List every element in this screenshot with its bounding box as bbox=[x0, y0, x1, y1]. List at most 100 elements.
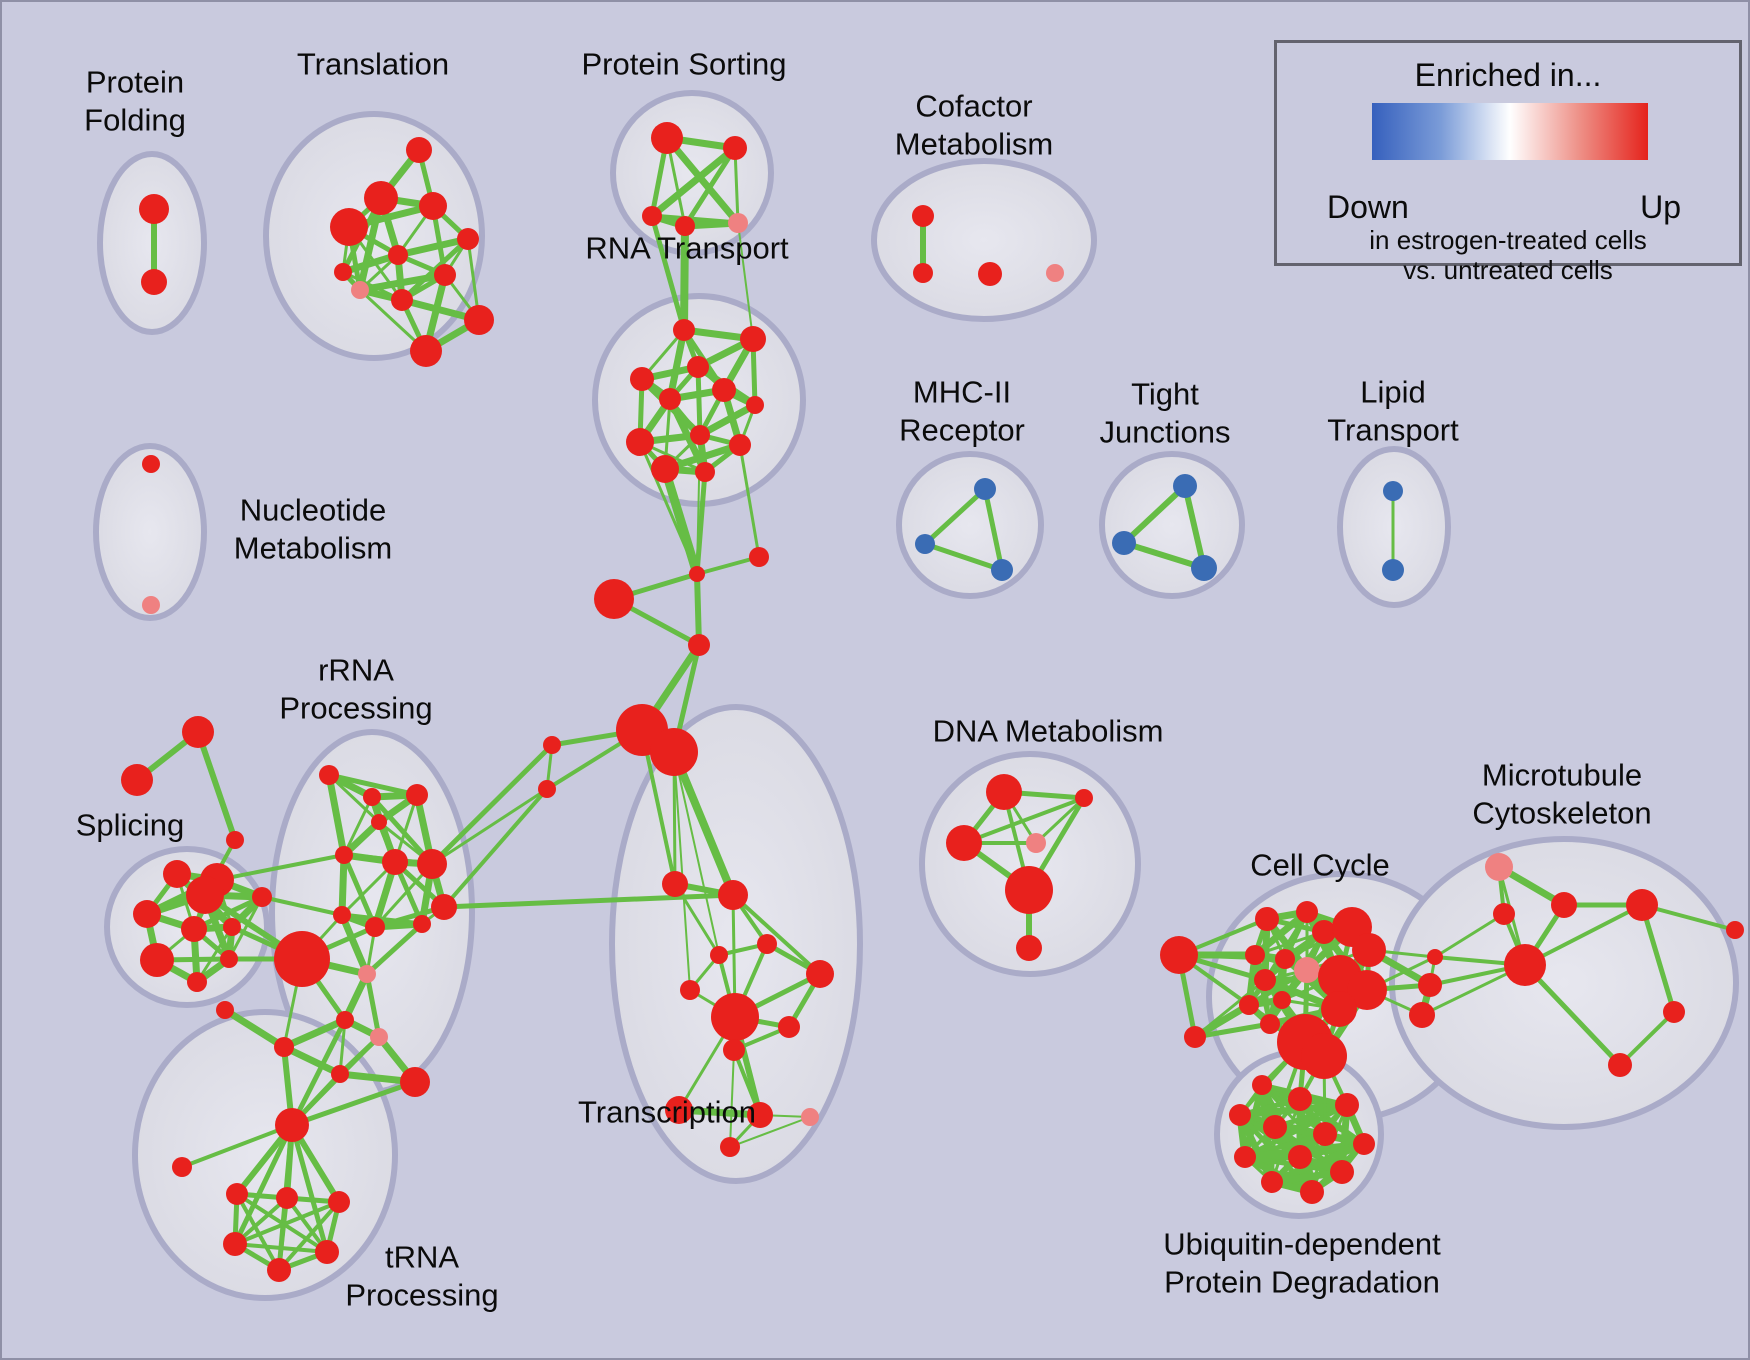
cluster-label-mhc-ii-receptor: Receptor bbox=[899, 413, 1025, 448]
node-pink-microtubule-cytoskeleton bbox=[1485, 853, 1513, 881]
node-red-connectors bbox=[689, 566, 705, 582]
legend-title: Enriched in... bbox=[1414, 57, 1602, 93]
node-red-connectors bbox=[650, 728, 698, 776]
node-red-splicing bbox=[181, 916, 207, 942]
legend-up-label: Up bbox=[1640, 189, 1681, 225]
node-red-cell-cycle bbox=[1254, 969, 1276, 991]
cluster-label-tight-junctions: Junctions bbox=[1100, 415, 1231, 450]
edge-mhc-ii-receptor bbox=[982, 486, 1005, 573]
edge-rrna-processing bbox=[364, 921, 425, 977]
node-red-cofactor-metabolism bbox=[912, 205, 934, 227]
node-blue-tight-junctions bbox=[1112, 531, 1136, 555]
node-red-cell-cycle bbox=[1260, 1014, 1280, 1034]
edge-microtubule-cytoskeleton bbox=[1639, 902, 1677, 1015]
edge-rrna-processing bbox=[338, 911, 371, 978]
cluster-label-trna-processing: tRNA bbox=[385, 1240, 459, 1275]
cluster-label-lipid-transport: Transport bbox=[1327, 413, 1459, 448]
node-red-trna-processing bbox=[275, 1108, 309, 1142]
node-red-dna-metabolism bbox=[1005, 866, 1053, 914]
cluster-label-nucleotide-metabolism: Metabolism bbox=[234, 531, 393, 566]
node-red-rna-transport bbox=[626, 428, 654, 456]
node-red-translation bbox=[364, 181, 398, 215]
node-red-ubiquitin-degradation bbox=[1288, 1087, 1312, 1111]
node-red-protein-sorting bbox=[723, 136, 747, 160]
node-red-cell-cycle bbox=[1255, 907, 1279, 931]
edge-bridge bbox=[738, 443, 761, 559]
edge-rrna-processing bbox=[221, 1006, 288, 1051]
node-red-cell-cycle bbox=[1184, 1026, 1206, 1048]
node-red-splicing bbox=[133, 900, 161, 928]
node-blue-mhc-ii-receptor bbox=[915, 534, 935, 554]
node-red-rna-transport bbox=[659, 388, 681, 410]
edge-rrna-processing bbox=[280, 1016, 349, 1051]
edge-splicing bbox=[195, 925, 234, 984]
edge-trna-processing bbox=[232, 1122, 295, 1247]
node-pink-rrna-processing bbox=[370, 1028, 388, 1046]
edge-rrna-processing bbox=[326, 772, 420, 798]
edge-splicing bbox=[227, 895, 264, 961]
cluster-ellipse-mhc-ii-receptor bbox=[896, 451, 1044, 599]
node-red-connectors bbox=[182, 716, 214, 748]
node-red-protein-folding bbox=[139, 194, 169, 224]
node-red-cell-cycle bbox=[1321, 991, 1357, 1027]
edge-cell-cycle bbox=[1251, 908, 1311, 959]
node-red-rrna-processing bbox=[400, 1067, 430, 1097]
node-red-rna-transport bbox=[729, 434, 751, 456]
legend-down-label: Down bbox=[1327, 189, 1409, 225]
node-red-splicing bbox=[187, 972, 207, 992]
edge-trna-processing bbox=[233, 1200, 341, 1246]
edge-transcription bbox=[731, 893, 822, 976]
node-red-translation bbox=[406, 137, 432, 163]
edge-trna-processing bbox=[277, 1200, 341, 1272]
node-red-rrna-processing bbox=[431, 894, 457, 920]
node-red-cofactor-metabolism bbox=[978, 262, 1002, 286]
node-red-microtubule-cytoskeleton bbox=[1663, 1001, 1685, 1023]
edge-bridge bbox=[260, 895, 344, 917]
node-red-ubiquitin-degradation bbox=[1300, 1180, 1324, 1204]
node-red-rrna-processing bbox=[216, 1001, 234, 1019]
cluster-label-protein-folding: Folding bbox=[84, 103, 186, 138]
node-red-rna-transport bbox=[695, 462, 715, 482]
node-blue-lipid-transport bbox=[1382, 559, 1404, 581]
node-red-ubiquitin-degradation bbox=[1335, 1093, 1359, 1117]
edge-rrna-processing bbox=[364, 971, 382, 1040]
node-red-translation bbox=[410, 335, 442, 367]
node-red-rrna-processing bbox=[417, 849, 447, 879]
edge-bridge bbox=[442, 787, 549, 909]
edge-bridge bbox=[1193, 1022, 1272, 1039]
node-red-translation bbox=[388, 245, 408, 265]
legend-box: Enriched in... Down Up in estrogen-treat… bbox=[1274, 40, 1742, 285]
edge-bridge bbox=[673, 751, 720, 956]
edge-mhc-ii-receptor bbox=[922, 541, 1005, 573]
cluster-label-tight-junctions: Tight bbox=[1131, 377, 1199, 412]
node-red-microtubule-cytoskeleton bbox=[1551, 892, 1577, 918]
node-pink-transcription bbox=[801, 1108, 819, 1126]
edge-rna-transport bbox=[695, 364, 703, 438]
node-red-splicing bbox=[223, 918, 241, 936]
node-red-cell-cycle bbox=[1245, 945, 1265, 965]
node-red-cell-cycle bbox=[1273, 991, 1291, 1009]
node-red-connectors bbox=[543, 736, 561, 754]
node-red-transcription bbox=[665, 1096, 693, 1124]
node-red-rna-transport bbox=[690, 425, 710, 445]
node-red-microtubule-cytoskeleton bbox=[1608, 1053, 1632, 1077]
node-red-rna-transport bbox=[746, 396, 764, 414]
edge-rrna-processing bbox=[338, 851, 348, 919]
edge-microtubule-cytoskeleton bbox=[1640, 903, 1737, 932]
node-red-splicing bbox=[163, 860, 191, 888]
node-red-transcription bbox=[747, 1102, 773, 1128]
cluster-label-protein-folding: Protein bbox=[86, 65, 184, 100]
node-red-rna-transport bbox=[673, 319, 695, 341]
node-red-dna-metabolism bbox=[1016, 935, 1042, 961]
cluster-label-ubiquitin-degradation: Ubiquitin-dependent bbox=[1163, 1227, 1441, 1262]
edge-translation bbox=[394, 235, 472, 259]
cluster-label-cofactor-metabolism: Cofactor bbox=[915, 89, 1032, 124]
edge-bridge bbox=[215, 853, 346, 882]
node-red-microtubule-cytoskeleton bbox=[1726, 921, 1744, 939]
cluster-label-dna-metabolism: DNA Metabolism bbox=[933, 714, 1164, 749]
node-red-cell-cycle bbox=[1301, 1033, 1347, 1079]
node-pink-cofactor-metabolism bbox=[1046, 264, 1064, 282]
node-red-ubiquitin-degradation bbox=[1261, 1171, 1283, 1193]
node-blue-mhc-ii-receptor bbox=[991, 559, 1013, 581]
